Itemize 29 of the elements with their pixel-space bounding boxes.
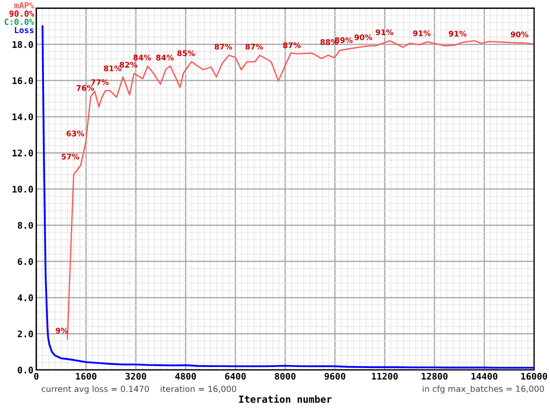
y-tick-label: 16.0 <box>12 77 33 84</box>
x-axis-title: Iteration number <box>239 394 332 403</box>
x-tick-label: 9600 <box>324 372 346 380</box>
x-tick-label: 0 <box>34 372 38 380</box>
text: mAP% <box>14 2 34 8</box>
x-tick-label: 11200 <box>372 372 398 380</box>
x-tick-label: 1600 <box>76 372 96 380</box>
y-tick-label: 2.0 <box>18 330 33 338</box>
y-tick-label: 12.0 <box>12 150 33 156</box>
y-tick-label: 8.0 <box>18 222 33 229</box>
x-tick-label: 8000 <box>274 372 296 380</box>
line-series <box>42 25 534 369</box>
x-tick-label: 4800 <box>175 372 196 380</box>
y-tick-label: 0.0 <box>18 366 33 374</box>
text: 90.0% <box>9 10 34 17</box>
x-tick-label: 14400 <box>472 372 498 380</box>
y-tick-label: 6.0 <box>18 258 33 265</box>
text: in cfg max_batches = 16,000 <box>422 385 544 394</box>
x-tick-label: 3200 <box>126 372 146 380</box>
y-tick-label: 18.0 <box>12 41 33 48</box>
x-tick-label: 12800 <box>422 372 448 380</box>
x-tick-label: 16000 <box>521 372 548 380</box>
x-tick-label: 6400 <box>225 372 246 380</box>
series-label: Loss <box>14 26 34 34</box>
y-tick-label: 10.0 <box>12 186 33 193</box>
y-tick-label: 14.0 <box>12 113 33 120</box>
text: C:0.0% <box>4 18 34 25</box>
text: current avg loss = 0.1470 iteration = 16,000 <box>42 386 236 394</box>
y-tick-label: 4.0 <box>18 294 33 302</box>
